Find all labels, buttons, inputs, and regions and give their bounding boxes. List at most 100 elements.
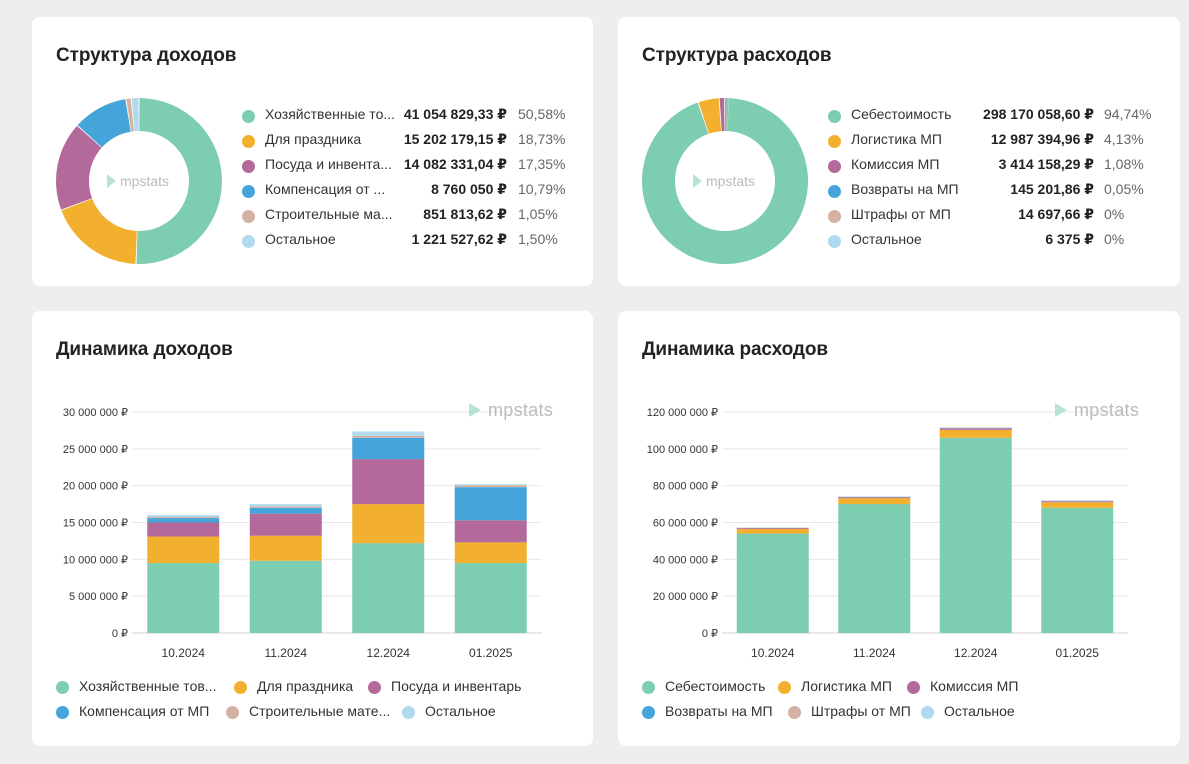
income-bar-segment[interactable] — [352, 504, 425, 544]
income-bar-segment[interactable] — [249, 513, 322, 536]
expense-bar-segment[interactable] — [736, 533, 809, 633]
expense-bar-segment[interactable] — [1041, 500, 1114, 502]
income-bar-segment[interactable] — [454, 485, 527, 488]
legend-percent: 1,05% — [518, 206, 558, 222]
legend-value: 41 054 829,33 ₽ — [403, 106, 507, 122]
legend-percent: 10,79% — [518, 181, 566, 197]
legend-percent: 0,05% — [1104, 181, 1144, 197]
income-dynamics-legend-item[interactable]: Посуда и инвентарь — [368, 677, 548, 699]
income-bar-segment[interactable] — [147, 516, 220, 519]
income-dynamics-legend-item[interactable]: Строительные мате... — [226, 702, 398, 724]
income-bar-segment[interactable] — [249, 506, 322, 508]
legend-value: 851 813,62 ₽ — [423, 206, 507, 222]
income-dynamics-legend-item[interactable]: Для праздника — [234, 677, 364, 699]
expense-slice-4[interactable] — [726, 98, 728, 132]
legend-percent: 4,13% — [1104, 131, 1144, 147]
income-slice-1[interactable] — [61, 198, 137, 264]
legend-label: Логистика МП — [801, 678, 892, 694]
legend-dot — [828, 110, 841, 123]
income-bar-segment[interactable] — [352, 459, 425, 505]
legend-dot — [242, 185, 255, 198]
legend-label: Штрафы от МП — [811, 703, 911, 719]
expense-bar-segment[interactable] — [939, 437, 1012, 633]
expense-bar-segment[interactable] — [939, 429, 1012, 438]
income-bar-segment[interactable] — [147, 536, 220, 564]
income-dynamics-legend-item[interactable]: Остальное — [402, 702, 512, 724]
expense-bar-segment[interactable] — [838, 504, 911, 633]
expense-y-tick-label: 120 000 000 ₽ — [647, 407, 718, 419]
expense-bar-segment[interactable] — [1041, 500, 1114, 503]
income-slice-3[interactable] — [77, 99, 131, 148]
expense-dynamics-legend-item[interactable]: Комиссия МП — [907, 677, 1032, 699]
expense-bar-segment[interactable] — [736, 527, 809, 529]
legend-label: Для праздника — [257, 678, 354, 694]
expense-bar-segment[interactable] — [838, 496, 911, 499]
legend-dot — [242, 110, 255, 123]
expense-bar-segment[interactable] — [1041, 502, 1114, 508]
legend-percent: 1,08% — [1104, 156, 1144, 172]
income-bar-segment[interactable] — [352, 431, 425, 436]
expense-slice-2[interactable] — [719, 98, 725, 132]
expense-bar-segment[interactable] — [939, 427, 1012, 430]
expense-dynamics-legend-item[interactable]: Логистика МП — [778, 677, 903, 699]
legend-dot — [642, 681, 655, 694]
expense-bar-segment[interactable] — [1041, 507, 1114, 633]
income-dynamics-title: Динамика доходов — [56, 339, 233, 360]
expense-slice-1[interactable] — [698, 98, 722, 134]
expense-bar-segment[interactable] — [838, 496, 911, 498]
income-bar-segment[interactable] — [147, 563, 220, 633]
expense-y-tick-label: 60 000 000 ₽ — [653, 518, 718, 530]
income-slice-4[interactable] — [126, 98, 134, 132]
expense-bar-segment[interactable] — [736, 528, 809, 534]
income-x-tick-label: 11.2024 — [265, 646, 308, 660]
income-bar-segment[interactable] — [147, 522, 220, 537]
income-bar-segment[interactable] — [249, 504, 322, 507]
income-x-tick-label: 01.2025 — [469, 646, 513, 660]
legend-dot — [242, 235, 255, 248]
income-bar-segment[interactable] — [352, 437, 425, 460]
expense-bar-segment[interactable] — [838, 498, 911, 505]
legend-value: 14 082 331,04 ₽ — [403, 156, 507, 172]
expense-slice-3[interactable] — [725, 98, 726, 132]
income-y-tick-label: 5 000 000 ₽ — [69, 591, 128, 603]
income-dynamics-legend-item[interactable]: Компенсация от МП — [56, 702, 221, 724]
legend-dot — [402, 706, 415, 719]
income-dynamics-legend-item[interactable]: Хозяйственные тов... — [56, 677, 231, 699]
legend-percent: 18,73% — [518, 131, 566, 147]
income-y-tick-label: 25 000 000 ₽ — [63, 444, 128, 456]
income-bar-segment[interactable] — [147, 515, 220, 517]
income-structure-card: Структура доходов mpstats Хозяйственные … — [32, 17, 593, 286]
income-slice-0[interactable] — [136, 98, 222, 264]
legend-dot — [828, 160, 841, 173]
income-bar-segment[interactable] — [454, 563, 527, 633]
expense-dynamics-legend-item[interactable]: Остальное — [921, 702, 1031, 724]
income-bar-segment[interactable] — [454, 484, 527, 486]
expense-y-tick-label: 40 000 000 ₽ — [653, 554, 718, 566]
legend-dot — [778, 681, 791, 694]
income-dynamics-watermark: mpstats — [468, 400, 553, 421]
income-bar-segment[interactable] — [454, 542, 527, 564]
expense-dynamics-legend-item[interactable]: Себестоимость — [642, 677, 782, 699]
expense-bar-segment[interactable] — [939, 427, 1012, 429]
legend-percent: 0% — [1104, 206, 1125, 222]
income-bar-segment[interactable] — [454, 487, 527, 521]
income-bar-segment[interactable] — [352, 543, 425, 633]
legend-value: 8 760 050 ₽ — [431, 181, 507, 197]
watermark-text: mpstats — [706, 173, 755, 189]
income-bar-segment[interactable] — [352, 435, 425, 438]
expense-slice-5[interactable] — [727, 98, 730, 132]
expense-dynamics-legend-item[interactable]: Штрафы от МП — [788, 702, 918, 724]
legend-value: 145 201,86 ₽ — [1010, 181, 1094, 197]
income-bar-segment[interactable] — [147, 518, 220, 523]
income-bar-segment[interactable] — [249, 560, 322, 633]
expense-slice-0[interactable] — [642, 98, 808, 264]
legend-label: Возвраты на МП — [665, 703, 773, 719]
income-slice-5[interactable] — [131, 98, 139, 132]
expense-bar-segment[interactable] — [736, 527, 809, 529]
expense-dynamics-legend-item[interactable]: Возвраты на МП — [642, 702, 787, 724]
income-bar-segment[interactable] — [454, 520, 527, 543]
income-bar-segment[interactable] — [249, 507, 322, 514]
income-slice-2[interactable] — [56, 125, 102, 210]
income-bar-segment[interactable] — [249, 535, 322, 561]
legend-percent: 50,58% — [518, 106, 566, 122]
